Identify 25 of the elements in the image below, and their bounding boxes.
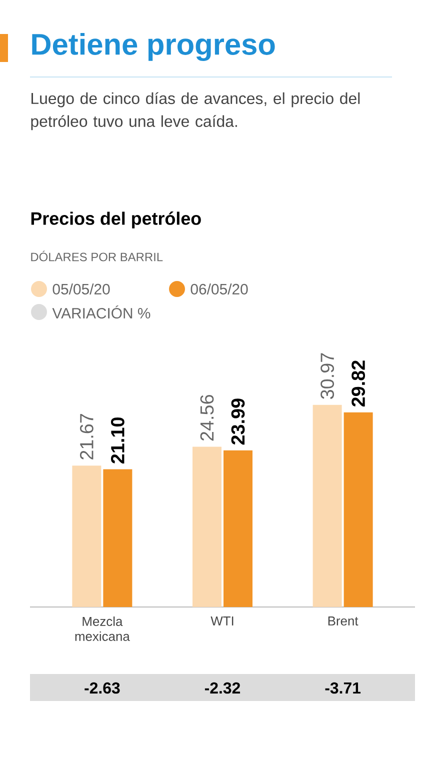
bar [224,450,252,607]
x-tick-label: Brent [328,616,358,626]
bar [312,404,342,607]
text: -2.63 [84,682,120,694]
data-label: 23.99 [231,398,245,445]
x-tick-label: Mezcla mexicana [75,616,130,641]
text: -3.71 [325,682,361,694]
text: DÓLARES POR BARRIL [31,250,163,262]
text: Precios del petróleo [31,212,201,228]
chart-subtitle: Luego de cinco días de avances, el precio del petróleo tuvo una leve caída. [31,92,360,130]
legend-label: 05/05/20 [52,284,110,294]
data-label: 21.10 [110,418,124,464]
x-tick-label: WTI [210,616,234,626]
bar [192,446,222,607]
chart-title: Detiene progreso [32,32,275,61]
text: VARIACIÓN % [52,305,150,319]
data-label: 24.56 [200,394,214,441]
bar [103,469,132,607]
data-label: 21.67 [80,414,94,460]
data-label: 29.82 [352,360,366,407]
text: -2.32 [204,682,240,694]
bar [72,466,102,607]
bar [344,412,373,607]
legend-label: 06/05/20 [190,284,248,294]
data-label: 30.97 [320,353,334,399]
